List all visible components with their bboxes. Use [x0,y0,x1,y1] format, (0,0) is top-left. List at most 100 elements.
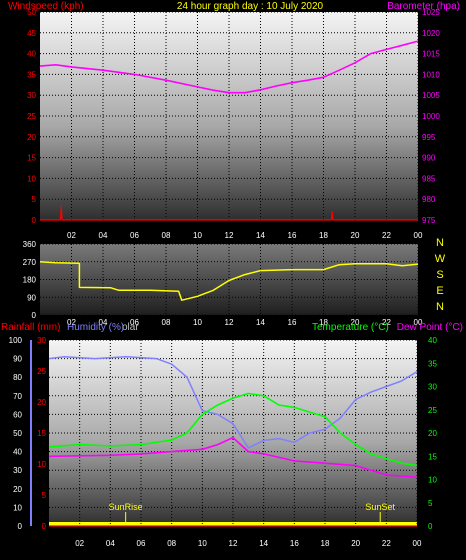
x-tick-label: 00 [414,231,423,240]
x-tick-label: 06 [130,318,139,327]
y-tick-label: 35 [27,70,36,79]
y-tick-label: 0 [32,311,37,320]
y-tick-label: 40 [428,336,437,345]
y-tick-label: 270 [23,258,37,267]
x-tick-label: 20 [351,539,360,548]
compass-label: E [436,285,443,297]
solar-axis-title: olar [122,322,139,333]
y-tick-label: 0 [42,522,47,531]
temperature-axis-title: Temperature (°C) [312,322,389,333]
y-tick-label: 10 [37,460,46,469]
x-tick-label: 10 [198,539,207,548]
y-tick-label: 20 [13,485,22,494]
y-tick-label: 60 [13,410,22,419]
humidity-axis-title: Humidity (%) [67,322,124,333]
x-tick-label: 12 [229,539,238,548]
y-tick-label: 30 [37,336,46,345]
y-tick-label: 1015 [422,50,440,59]
y-tick-label: 70 [13,392,22,401]
sun-marker-label: SunRise [109,502,143,512]
humidity-line [48,355,418,449]
compass-label: N [436,237,444,249]
x-tick-label: 22 [382,231,391,240]
x-tick-label: 06 [137,539,146,548]
x-tick-label: 00 [413,539,422,548]
x-tick-label: 10 [193,231,202,240]
y-tick-label: 30 [27,91,36,100]
windspeed-line [40,204,418,221]
y-tick-label: 1010 [422,70,440,79]
x-tick-label: 14 [256,231,265,240]
compass-label: W [435,253,446,265]
y-tick-label: 20 [37,398,46,407]
y-tick-label: 90 [13,355,22,364]
x-tick-label: 16 [290,539,299,548]
x-tick-label: 00 [414,318,423,327]
x-tick-label: 08 [162,231,171,240]
y-tick-label: 180 [23,276,37,285]
y-tick-label: 995 [422,133,436,142]
x-tick-label: 02 [67,231,76,240]
rainfall-axis-title: Rainfall (mm) [1,322,60,333]
x-tick-label: 14 [259,539,268,548]
y-tick-label: 30 [428,383,437,392]
y-tick-label: 985 [422,174,436,183]
x-tick-label: 22 [382,318,391,327]
dewpoint-line [48,436,418,478]
x-tick-label: 20 [351,318,360,327]
y-tick-label: 100 [9,336,23,345]
barometer-line [39,40,419,94]
y-tick-label: 25 [428,406,437,415]
dewpoint-axis-title: Dew Point (°C) [397,322,463,333]
x-tick-label: 08 [162,318,171,327]
x-tick-label: 06 [130,231,139,240]
y-tick-label: 40 [13,448,22,457]
y-tick-label: 1005 [422,91,440,100]
y-tick-label: 1000 [422,112,440,121]
x-tick-label: 18 [321,539,330,548]
y-tick-label: 360 [23,240,37,249]
x-tick-label: 04 [106,539,115,548]
y-tick-label: 45 [27,29,36,38]
x-tick-label: 04 [99,318,108,327]
y-tick-label: 0 [428,522,433,531]
y-tick-label: 10 [13,503,22,512]
y-tick-label: 35 [428,359,437,368]
barometer-axis-title: Barometer (hpa) [387,1,460,12]
x-tick-label: 08 [167,539,176,548]
x-tick-label: 12 [225,318,234,327]
x-tick-label: 16 [288,318,297,327]
x-tick-label: 14 [256,318,265,327]
y-tick-label: 25 [27,112,36,121]
y-tick-label: 10 [428,476,437,485]
y-tick-label: 15 [27,154,36,163]
x-tick-label: 16 [288,231,297,240]
y-tick-label: 50 [27,8,36,17]
y-tick-label: 10 [27,174,36,183]
x-tick-label: 18 [319,231,328,240]
sun-marker-label: SunSet [365,502,395,512]
y-tick-label: 25 [37,367,46,376]
y-tick-label: 0 [32,216,37,225]
y-tick-label: 20 [27,133,36,142]
y-tick-label: 40 [27,50,36,59]
x-tick-label: 02 [75,539,84,548]
x-tick-label: 12 [225,231,234,240]
chart-title: 24 hour graph day : 10 July 2020 [177,1,324,12]
x-tick-label: 04 [99,231,108,240]
windspeed-axis-title: Windspeed (kph) [8,1,84,12]
y-tick-label: 5 [42,491,47,500]
y-tick-label: 20 [428,429,437,438]
y-tick-label: 80 [13,373,22,382]
x-tick-label: 18 [319,318,328,327]
x-tick-label: 22 [382,539,391,548]
y-tick-label: 90 [27,293,36,302]
compass-label: N [436,301,444,313]
y-tick-label: 15 [428,452,437,461]
temperature-line [48,392,418,467]
y-tick-label: 50 [13,429,22,438]
